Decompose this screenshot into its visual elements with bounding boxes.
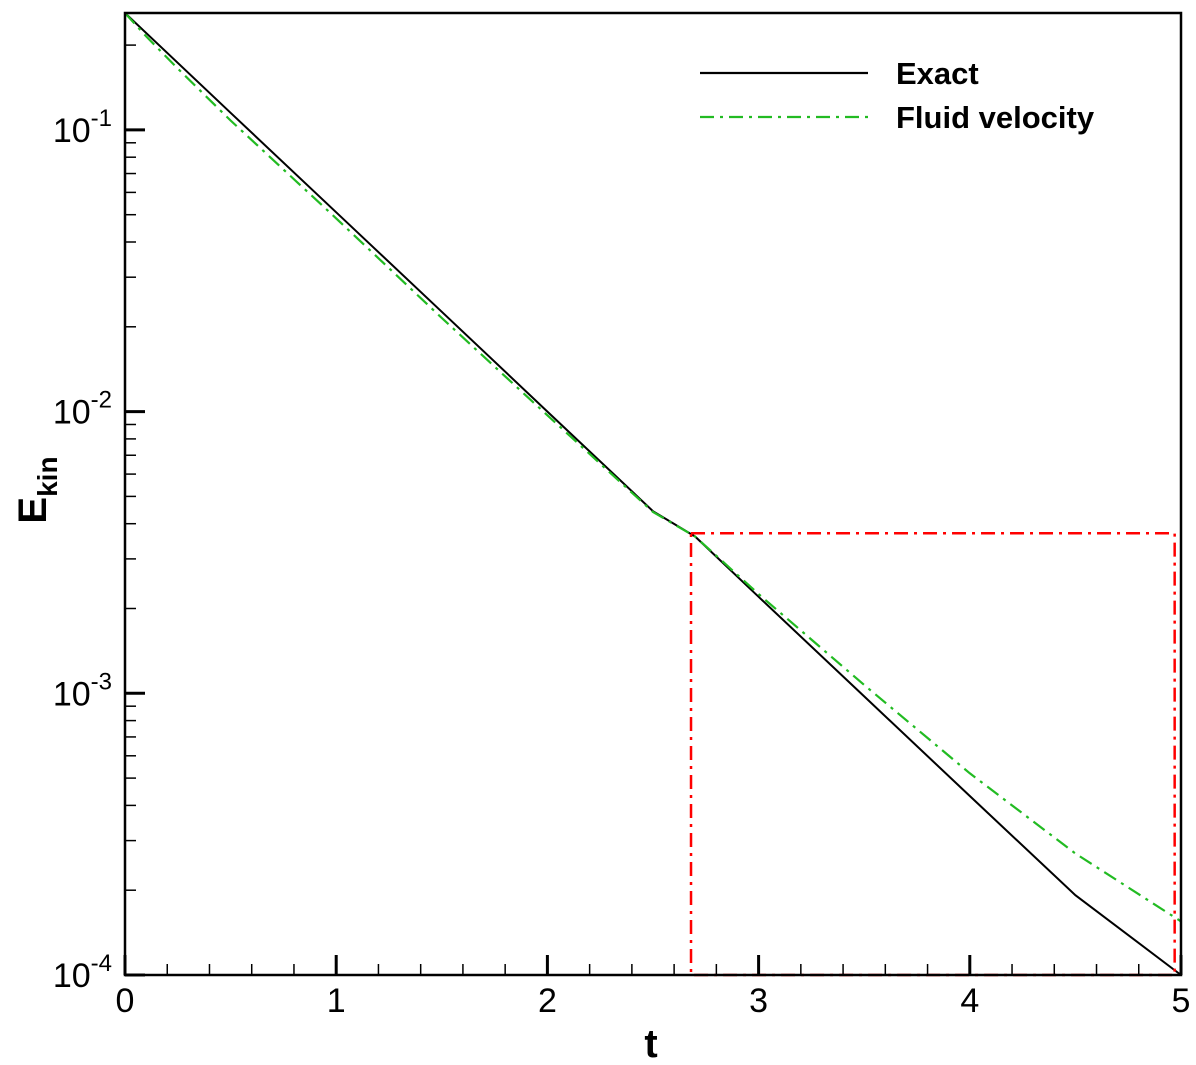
series-line-fluid-velocity bbox=[124, 12, 1182, 923]
series-layer bbox=[124, 12, 1182, 976]
x-tick-label: 4 bbox=[960, 982, 979, 1020]
x-tick-label: 0 bbox=[116, 982, 135, 1020]
y-tick-label-base: 10 bbox=[53, 112, 91, 150]
y-tick-label-base: 10 bbox=[53, 394, 91, 432]
y-axis-title: Ekin bbox=[11, 456, 63, 523]
y-tick-label: 10-3 bbox=[53, 668, 112, 713]
y-tick-label-base: 10 bbox=[53, 957, 91, 995]
svg-text:Ekin: Ekin bbox=[11, 456, 63, 523]
x-tick-label: 2 bbox=[538, 982, 557, 1020]
legend: Exact Fluid velocity bbox=[700, 56, 1095, 135]
legend-label-exact: Exact bbox=[896, 56, 979, 91]
y-tick-label-exponent: -1 bbox=[91, 105, 112, 132]
x-tick-label: 3 bbox=[749, 982, 768, 1020]
y-tick-label: 10-1 bbox=[53, 105, 112, 150]
x-tick-label: 1 bbox=[327, 982, 346, 1020]
y-tick-label: 10-4 bbox=[53, 950, 112, 995]
x-tick-label: 5 bbox=[1172, 982, 1191, 1020]
y-tick-label-exponent: -2 bbox=[91, 387, 112, 414]
x-axis-ticks: 0 1 2 3 4 5 bbox=[116, 955, 1191, 1020]
plot-frame bbox=[123, 11, 1183, 977]
y-axis-title-sub: kin bbox=[32, 456, 63, 496]
y-axis-title-main: E bbox=[11, 497, 55, 524]
y-tick-label-base: 10 bbox=[53, 675, 91, 713]
y-tick-label: 10-2 bbox=[53, 387, 112, 432]
series-line-exact bbox=[124, 12, 1182, 976]
zoom-region-rect bbox=[689, 531, 1176, 977]
legend-label-fluid-velocity: Fluid velocity bbox=[896, 100, 1095, 135]
y-tick-label-exponent: -3 bbox=[91, 668, 112, 695]
x-axis-title: t bbox=[644, 1022, 657, 1065]
y-axis-ticks: 10-110-210-310-4 bbox=[53, 44, 145, 995]
y-tick-label-exponent: -4 bbox=[91, 950, 112, 977]
annotation-layer bbox=[689, 531, 1176, 977]
